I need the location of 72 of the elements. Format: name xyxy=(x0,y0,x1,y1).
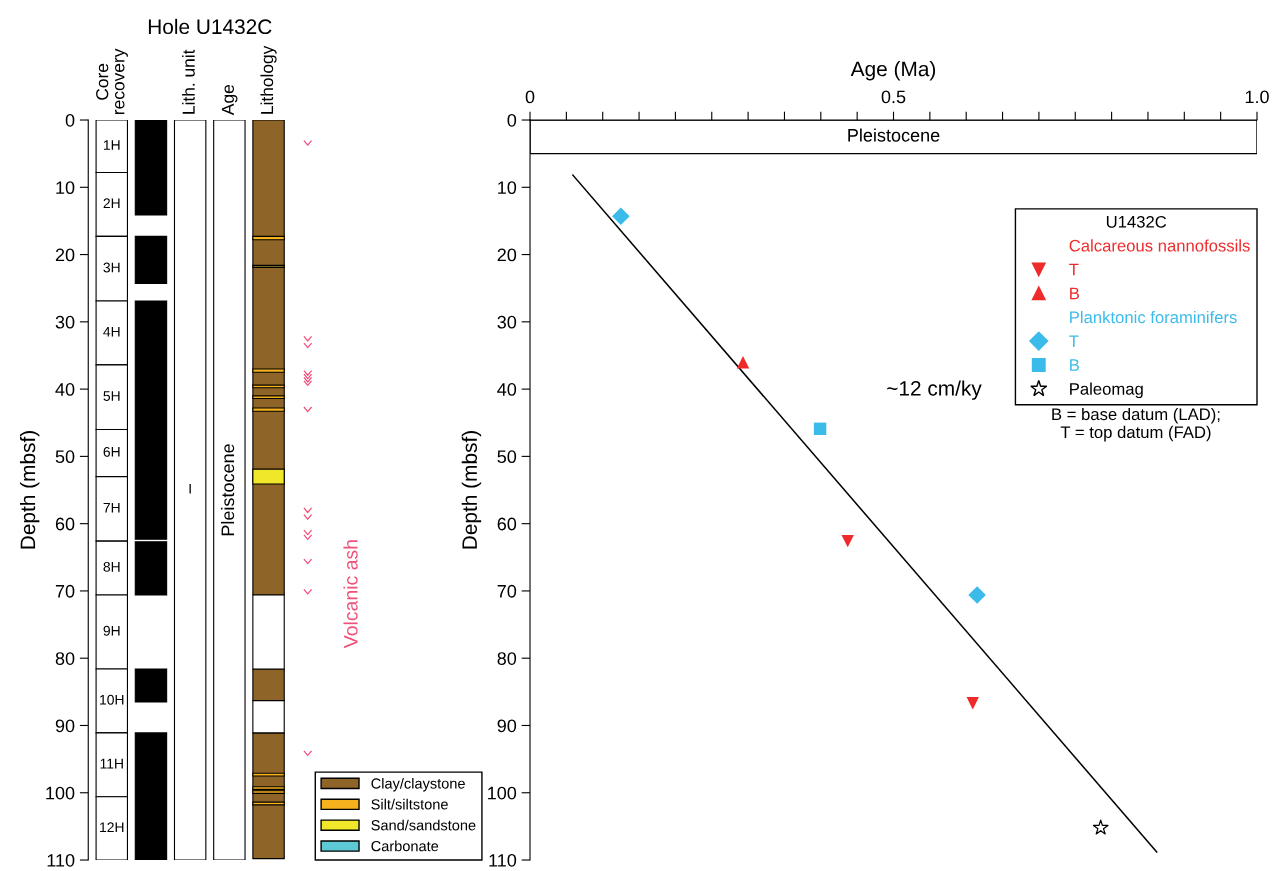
y-tick-label: 20 xyxy=(497,248,517,262)
annotation: 5H xyxy=(103,391,120,401)
annotation: 12H xyxy=(100,822,124,832)
y-tick-label: 20 xyxy=(55,248,75,262)
legend-label: Clay/claystone xyxy=(371,777,465,792)
annotation: 10H xyxy=(100,694,124,705)
annotation: 8H xyxy=(103,561,120,572)
y-tick-label: 110 xyxy=(47,853,75,867)
legend-label: Silt/siltstone xyxy=(371,798,448,810)
x-tick-label: 1.0 xyxy=(1245,90,1269,104)
x-tick-label: Core recovery xyxy=(96,48,128,115)
annotation: ~12 cm/ky xyxy=(887,380,982,400)
y-axis-title: Depth (mbsf) xyxy=(461,431,482,549)
x-tick-label: Age xyxy=(221,85,238,116)
y-axis-title: Depth (mbsf) xyxy=(19,431,40,549)
point xyxy=(612,207,630,226)
y-tick-label: 40 xyxy=(55,383,75,396)
y-tick-label: 0 xyxy=(65,113,75,127)
point xyxy=(841,534,854,548)
legend-label: B xyxy=(1070,359,1079,371)
legend-label: T xyxy=(1069,335,1079,347)
y-tick-label: 90 xyxy=(497,719,517,733)
point xyxy=(966,697,979,710)
legend-label: Paleomag xyxy=(1070,382,1143,399)
y-tick-label: 60 xyxy=(497,517,517,531)
x-tick-label: 0.5 xyxy=(881,90,906,104)
y-tick-label: 100 xyxy=(488,786,517,800)
y-tick-label: 50 xyxy=(55,450,75,464)
chart-title: Hole U1432C xyxy=(148,18,272,35)
y-tick-label: 30 xyxy=(497,315,517,329)
annotation: 11H xyxy=(100,758,123,769)
x-tick-label: Lith. unit xyxy=(182,49,195,114)
legend-label: B xyxy=(1070,287,1079,300)
y-tick-label: 60 xyxy=(55,517,75,531)
y-tick-label: 40 xyxy=(497,383,517,396)
data-label: I xyxy=(189,484,191,494)
legend-label: Carbonate xyxy=(371,840,439,852)
data-label: Pleistocene xyxy=(220,444,235,536)
x-tick-label: Lithology xyxy=(260,45,277,114)
point xyxy=(736,355,750,369)
band-label: Pleistocene xyxy=(848,128,940,142)
y-tick-label: 90 xyxy=(55,719,75,733)
legend-label: T xyxy=(1069,263,1079,276)
text: Volcanic ash xyxy=(343,540,358,649)
point xyxy=(968,586,986,604)
legend-label: Sand/sandstone xyxy=(371,819,476,831)
annotation: 4H xyxy=(103,326,120,337)
annotation: 2H xyxy=(103,198,120,209)
y-tick-label: 100 xyxy=(46,786,75,800)
y-tick-label: 70 xyxy=(55,584,75,598)
x-axis-title: Age (Ma) xyxy=(850,61,936,81)
annotation: 3H xyxy=(103,262,120,273)
x-tick-label: 0 xyxy=(525,90,535,104)
y-tick-label: 10 xyxy=(56,181,75,195)
y-tick-label: 30 xyxy=(55,315,75,329)
annotation: Planktonic foraminifers xyxy=(1070,310,1237,324)
legend-title: U1432C xyxy=(1106,215,1167,228)
y-tick-label: 80 xyxy=(497,652,517,665)
annotation: 1H xyxy=(103,140,120,150)
point xyxy=(813,422,827,436)
annotation: Calcareous nannofossils xyxy=(1069,239,1250,252)
y-tick-label: 80 xyxy=(55,652,75,665)
annotation: 7H xyxy=(103,502,120,513)
y-tick-label: 0 xyxy=(507,113,517,127)
annotation: 9H xyxy=(103,625,120,636)
y-tick-label: 70 xyxy=(497,584,517,598)
y-tick-label: 110 xyxy=(489,853,517,867)
point xyxy=(1092,819,1109,835)
y-tick-label: 50 xyxy=(497,450,517,464)
y-tick-label: 10 xyxy=(498,181,517,195)
annotation: 6H xyxy=(103,446,120,457)
annotation: B = base datum (LAD); T = top datum (FAD) xyxy=(1052,407,1220,442)
